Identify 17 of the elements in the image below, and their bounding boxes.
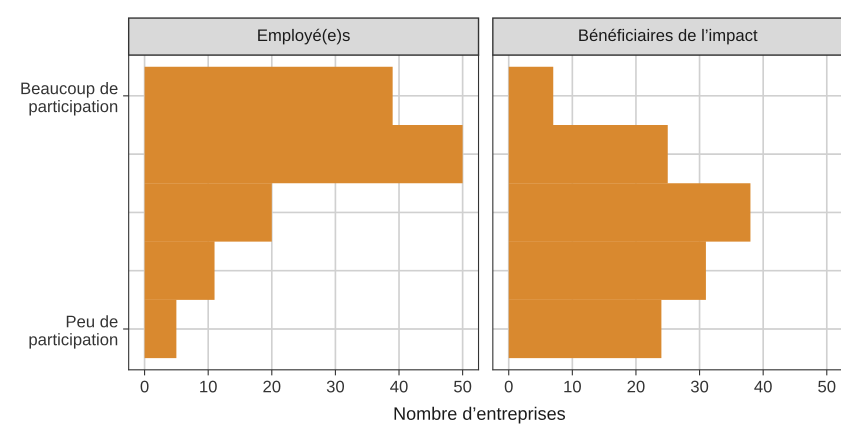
x-tick-label: 50	[454, 380, 472, 392]
y-tick-label: Peu de participation	[29, 315, 118, 349]
x-tick-label: 30	[326, 380, 344, 392]
x-axis-title: Nombre d’entreprises	[394, 406, 566, 424]
x-tick-label: 10	[200, 380, 217, 392]
x-tick-label: 0	[504, 380, 513, 392]
x-tick-label: 20	[263, 380, 280, 392]
x-tick-label: 10	[564, 380, 581, 392]
chart-title: Employé(e)s	[258, 28, 350, 44]
x-tick-label: 0	[140, 380, 149, 392]
x-tick-label: 20	[628, 380, 645, 392]
x-tick-label: 40	[390, 380, 408, 392]
y-tick-label: Beaucoup de participation	[21, 82, 118, 116]
x-tick-label: 50	[818, 380, 836, 392]
chart-title: Bénéficiaires de l’impact	[579, 28, 758, 44]
x-tick-label: 40	[754, 380, 772, 392]
x-tick-label: 30	[690, 380, 708, 392]
